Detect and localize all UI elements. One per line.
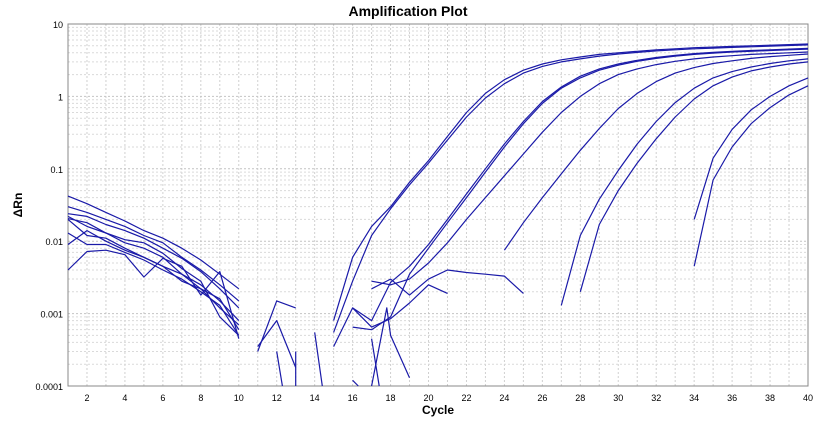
y-tick-label: 1	[58, 92, 63, 102]
x-tick-label: 38	[765, 393, 775, 403]
x-tick-label: 12	[272, 393, 282, 403]
amplification-curve-20	[693, 85, 809, 267]
amplification-curve-4	[67, 215, 240, 322]
x-tick-label: 2	[84, 393, 89, 403]
y-tick-label: 0.0001	[35, 382, 63, 392]
x-axis-title: Cycle	[422, 403, 454, 417]
x-tick-label: 22	[461, 393, 471, 403]
amplification-curve-11	[257, 300, 296, 352]
y-tick-label: 0.001	[40, 310, 63, 320]
amplification-curves	[67, 43, 809, 387]
grid-lines	[67, 24, 809, 387]
y-tick-label: 0.01	[45, 237, 63, 247]
amplification-curve-12	[276, 351, 283, 387]
x-axis-ticks: 2 4 6 8 10 12 14 16 18 20 22 24 26 28 30 32 34 36 38 40	[84, 393, 813, 403]
x-tick-label: 24	[499, 393, 509, 403]
y-tick-label: 0.1	[50, 165, 63, 175]
amplification-curve-15	[371, 51, 809, 286]
amplification-curve-11	[333, 44, 809, 333]
amplification-curve-8	[67, 249, 240, 339]
x-tick-label: 6	[160, 393, 165, 403]
x-tick-label: 28	[575, 393, 585, 403]
plot-area	[67, 23, 809, 387]
x-tick-label: 20	[424, 393, 434, 403]
amplification-curve-1	[67, 195, 240, 290]
x-tick-label: 8	[198, 393, 203, 403]
amplification-curve-15	[352, 379, 359, 387]
amplification-curve-2	[67, 206, 240, 302]
y-tick-label: 10	[53, 20, 63, 30]
amplification-curve-18	[333, 284, 448, 347]
y-axis-ticks: 10 1 0.1 0.01 0.001 0.0001	[35, 20, 63, 392]
amplification-curve-10	[257, 320, 297, 368]
amplification-curve-7	[67, 230, 240, 331]
x-tick-label: 30	[613, 393, 623, 403]
amplification-curve-14	[503, 53, 809, 251]
amplification-curve-3	[67, 213, 240, 309]
amplification-curve-16	[371, 338, 380, 387]
amplification-curve-17	[560, 58, 809, 306]
amplification-curve-16	[371, 269, 524, 296]
amplification-curve-12	[352, 47, 809, 322]
chart-title: Amplification Plot	[349, 3, 468, 19]
amplification-curve-19	[693, 77, 809, 220]
x-tick-label: 16	[348, 393, 358, 403]
amplification-curve-18	[579, 61, 809, 292]
x-tick-label: 32	[651, 393, 661, 403]
amplification-curve-13	[352, 48, 809, 331]
x-tick-label: 4	[122, 393, 127, 403]
y-axis-title: ΔRn	[11, 193, 25, 218]
x-tick-label: 26	[537, 393, 547, 403]
amplification-curve-10	[333, 43, 809, 321]
x-tick-label: 40	[803, 393, 813, 403]
x-tick-label: 36	[727, 393, 737, 403]
amplification-curve-14	[314, 332, 323, 387]
x-tick-label: 10	[234, 393, 244, 403]
amplification-curve-17	[371, 307, 411, 387]
x-tick-label: 34	[689, 393, 699, 403]
x-tick-label: 14	[310, 393, 320, 403]
amplification-curve-9	[67, 218, 240, 336]
x-tick-label: 18	[386, 393, 396, 403]
